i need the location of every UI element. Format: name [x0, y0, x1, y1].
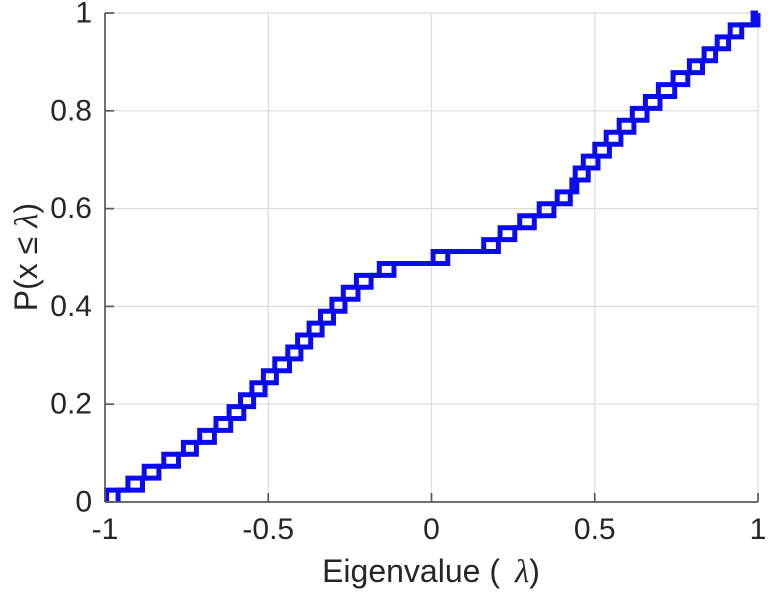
y-axis-label-text: P(x ≤ — [8, 236, 44, 312]
y-axis-label: P(x ≤ λ) — [8, 203, 46, 311]
x-tick-label: 0.5 — [574, 513, 616, 546]
y-tick-label: 0.4 — [50, 290, 92, 323]
y-tick-label: 0.2 — [50, 388, 92, 421]
y-axis-label-close: ) — [8, 202, 44, 214]
ecdf-series-2-path — [115, 13, 761, 502]
x-tick-label: 1 — [750, 513, 767, 546]
x-tick-label: -0.5 — [242, 513, 294, 546]
y-tick-label: 1 — [75, 0, 92, 30]
y-tick-label: 0.8 — [50, 94, 92, 127]
x-axis-label-text: Eigenvalue ( — [322, 553, 500, 589]
x-tick-label: -1 — [92, 513, 119, 546]
ecdf-series-1-path — [104, 10, 758, 502]
y-tick-label: 0.6 — [50, 192, 92, 225]
lambda-symbol: λ — [514, 554, 530, 590]
x-tick-label: 0 — [423, 513, 440, 546]
x-axis-label-close: ) — [529, 553, 540, 589]
x-axis-label: Eigenvalue ( λ) — [322, 553, 540, 591]
lambda-symbol: λ — [9, 213, 45, 228]
y-tick-label: 0 — [75, 486, 92, 519]
